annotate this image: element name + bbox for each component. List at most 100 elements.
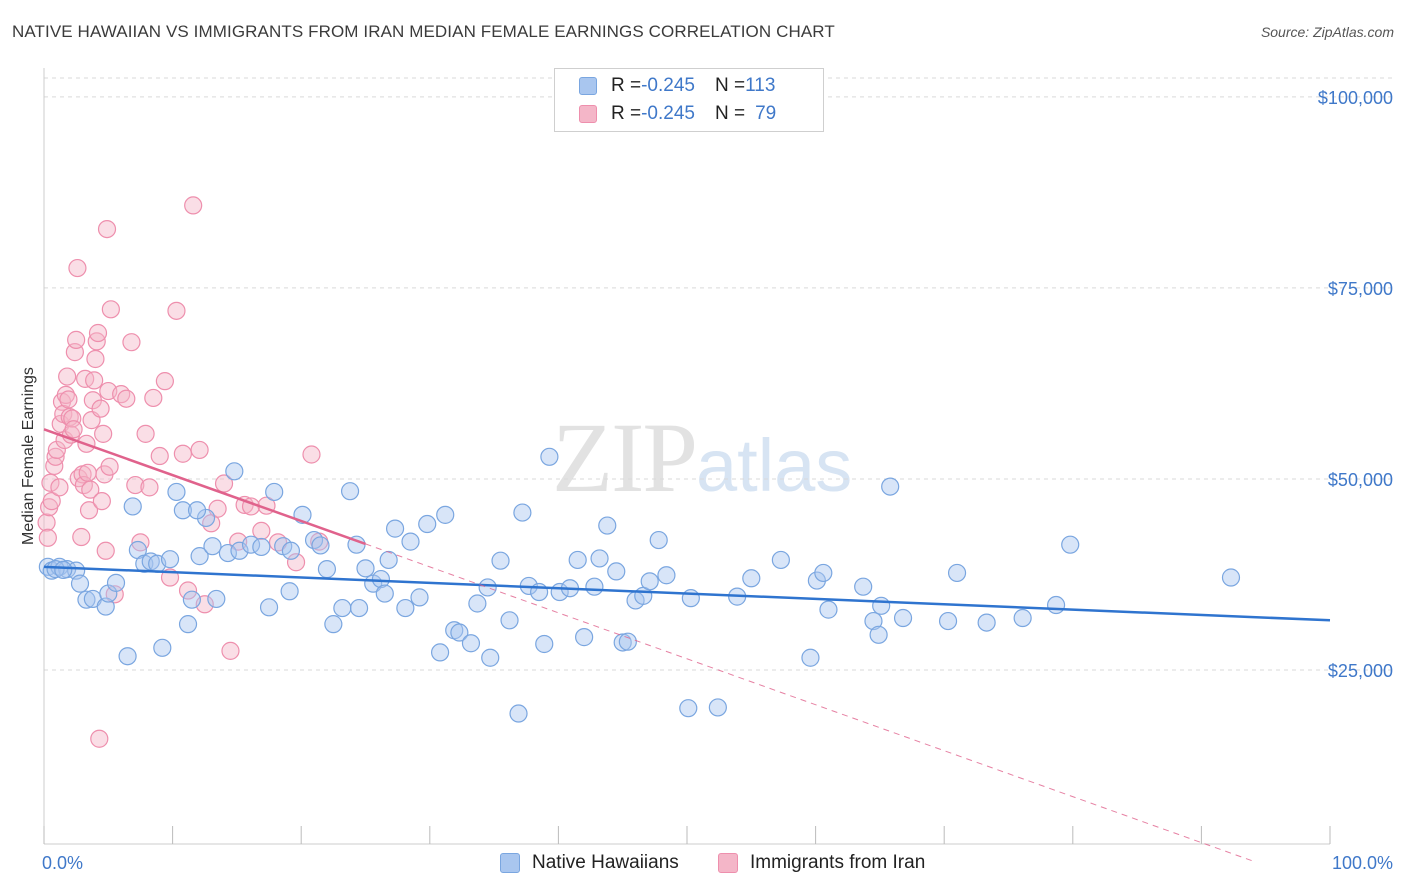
point-native-hawaiians (869, 625, 888, 644)
point-native-hawaiians (947, 563, 967, 583)
point-immigrants-from-iran (214, 474, 234, 493)
point-native-hawaiians (1046, 595, 1066, 615)
point-native-hawaiians (153, 638, 172, 657)
point-native-hawaiians (881, 477, 900, 496)
y-tick-label: $100,000 (1318, 88, 1393, 108)
legend-swatch-pink (579, 105, 597, 123)
point-native-hawaiians (618, 632, 637, 651)
point-native-hawaiians (742, 569, 761, 588)
point-native-hawaiians (590, 549, 609, 568)
trend-extension-immigrants-from-iran (365, 543, 1254, 862)
point-native-hawaiians (160, 550, 180, 569)
watermark: ZIPatlas (552, 400, 852, 515)
point-native-hawaiians (203, 537, 222, 556)
legend-r-value: -0.245 (641, 103, 695, 124)
point-native-hawaiians (500, 611, 519, 630)
legend-n-label: N = (714, 103, 746, 124)
point-native-hawaiians (311, 536, 330, 555)
correlation-legend: R = -0.245 N = 113 R = -0.245 N = 79 (554, 68, 824, 132)
point-native-hawaiians (324, 615, 343, 634)
point-immigrants-from-iran (38, 528, 57, 547)
axis-labels: $25,000 $50,000 $75,000 $100,000 0.0% 100.0% M… (20, 88, 1393, 873)
point-native-hawaiians (461, 634, 481, 653)
point-native-hawaiians (598, 516, 617, 535)
x-tick-label-min: 0.0% (42, 853, 83, 873)
point-native-hawaiians (178, 615, 198, 634)
point-native-hawaiians (46, 560, 65, 579)
point-native-hawaiians (280, 582, 299, 601)
point-immigrants-from-iran (58, 367, 77, 386)
legend-r-label: R = (611, 75, 642, 96)
point-immigrants-from-iran (86, 349, 105, 369)
chart-title: NATIVE HAWAIIAN VS IMMIGRANTS FROM IRAN … (12, 22, 835, 41)
point-native-hawaiians (190, 547, 209, 566)
point-immigrants-from-iran (140, 478, 159, 497)
legend-item-immigrants-from-iran: Immigrants from Iran (718, 852, 925, 874)
legend-swatch-blue (579, 77, 597, 95)
point-native-hawaiians (385, 519, 405, 538)
point-native-hawaiians (938, 611, 958, 631)
point-native-hawaiians (657, 566, 676, 585)
point-native-hawaiians (317, 560, 337, 579)
point-immigrants-from-iran (88, 323, 108, 343)
point-native-hawaiians (349, 598, 369, 618)
legend-item-native-hawaiians: Native Hawaiians (500, 852, 679, 874)
point-native-hawaiians (481, 648, 500, 667)
point-native-hawaiians (509, 704, 528, 723)
point-native-hawaiians (864, 611, 883, 631)
point-immigrants-from-iran (92, 492, 111, 511)
point-immigrants-from-iran (76, 369, 95, 388)
point-native-hawaiians (575, 628, 594, 647)
point-native-hawaiians (396, 598, 415, 618)
point-native-hawaiians (265, 482, 284, 502)
watermark-zip: ZIP (552, 402, 698, 513)
point-native-hawaiians (401, 532, 420, 551)
point-immigrants-from-iran (81, 480, 100, 499)
y-tick-label: $25,000 (1328, 661, 1393, 681)
y-tick-label: $50,000 (1328, 470, 1393, 490)
point-native-hawaiians (167, 482, 186, 502)
point-immigrants-from-iran (59, 390, 78, 409)
point-native-hawaiians (182, 590, 201, 609)
point-native-hawaiians (854, 577, 873, 596)
point-immigrants-from-iran (64, 420, 83, 439)
point-immigrants-from-iran (85, 371, 104, 390)
legend-r-value: -0.245 (641, 75, 695, 96)
point-native-hawaiians (356, 559, 375, 578)
point-native-hawaiians (70, 574, 90, 593)
point-native-hawaiians (106, 573, 126, 592)
series-native-hawaiians (38, 447, 1241, 723)
point-native-hawaiians (640, 572, 659, 591)
point-native-hawaiians (450, 623, 469, 642)
point-immigrants-from-iran (67, 330, 86, 349)
point-native-hawaiians (333, 598, 352, 618)
legend-n-value: 79 (755, 103, 777, 124)
point-immigrants-from-iran (42, 492, 61, 511)
point-native-hawaiians (893, 608, 913, 628)
point-native-hawaiians (468, 594, 487, 613)
point-native-hawaiians (708, 698, 727, 717)
point-immigrants-from-iran (190, 440, 209, 460)
point-native-hawaiians (436, 505, 455, 524)
point-immigrants-from-iran (167, 301, 186, 320)
point-immigrants-from-iran (72, 527, 91, 547)
y-axis-title: Median Female Earnings (20, 367, 37, 545)
point-native-hawaiians (535, 634, 554, 654)
point-immigrants-from-iran (68, 258, 87, 278)
grid-lines (44, 77, 1392, 671)
point-immigrants-from-iran (302, 445, 321, 464)
point-native-hawaiians (230, 541, 249, 560)
point-immigrants-from-iran (79, 501, 99, 520)
point-immigrants-from-iran (178, 581, 198, 600)
trend-immigrants-from-iran (43, 428, 366, 546)
point-native-hawaiians (1061, 535, 1080, 554)
point-immigrants-from-iran (126, 475, 145, 495)
point-immigrants-from-iran (136, 424, 155, 443)
point-native-hawaiians (259, 598, 279, 617)
point-native-hawaiians (607, 562, 626, 581)
point-native-hawaiians (613, 633, 632, 652)
point-native-hawaiians (371, 569, 391, 589)
point-immigrants-from-iran (155, 372, 174, 391)
point-native-hawaiians (375, 584, 394, 603)
point-immigrants-from-iran (150, 446, 169, 466)
